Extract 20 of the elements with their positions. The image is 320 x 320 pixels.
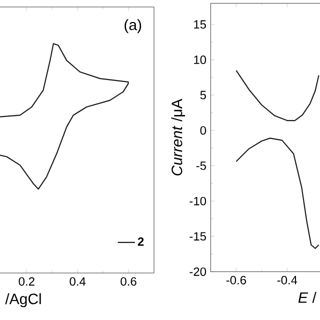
y-tick-label: 0 [200,126,206,135]
y-tick-label: 10 [194,56,206,64]
y-tick-label: -20 [190,267,206,276]
x-tick-label: -0.4 [277,276,298,284]
x-tick-label: 0.4 [70,277,86,286]
y-tick-label: 5 [200,90,206,100]
y-tick-label: -10 [190,196,206,206]
x-axis-title: /AgCl [5,293,41,308]
text: (a) [124,19,142,34]
legend-label: 2 [138,237,144,246]
x-tick-label: -0.6 [226,276,246,284]
y-tick-label: -15 [190,232,206,241]
line-series [236,70,320,122]
x-tick-label: 0.6 [120,277,136,286]
x-tick-label: 0.2 [18,277,34,286]
y-axis-title: Current /μA [171,98,185,176]
x-axis-title: E / [298,292,316,303]
y-tick-label: 15 [194,20,206,29]
y-tick-label: -5 [196,162,206,170]
line-series [236,138,320,249]
